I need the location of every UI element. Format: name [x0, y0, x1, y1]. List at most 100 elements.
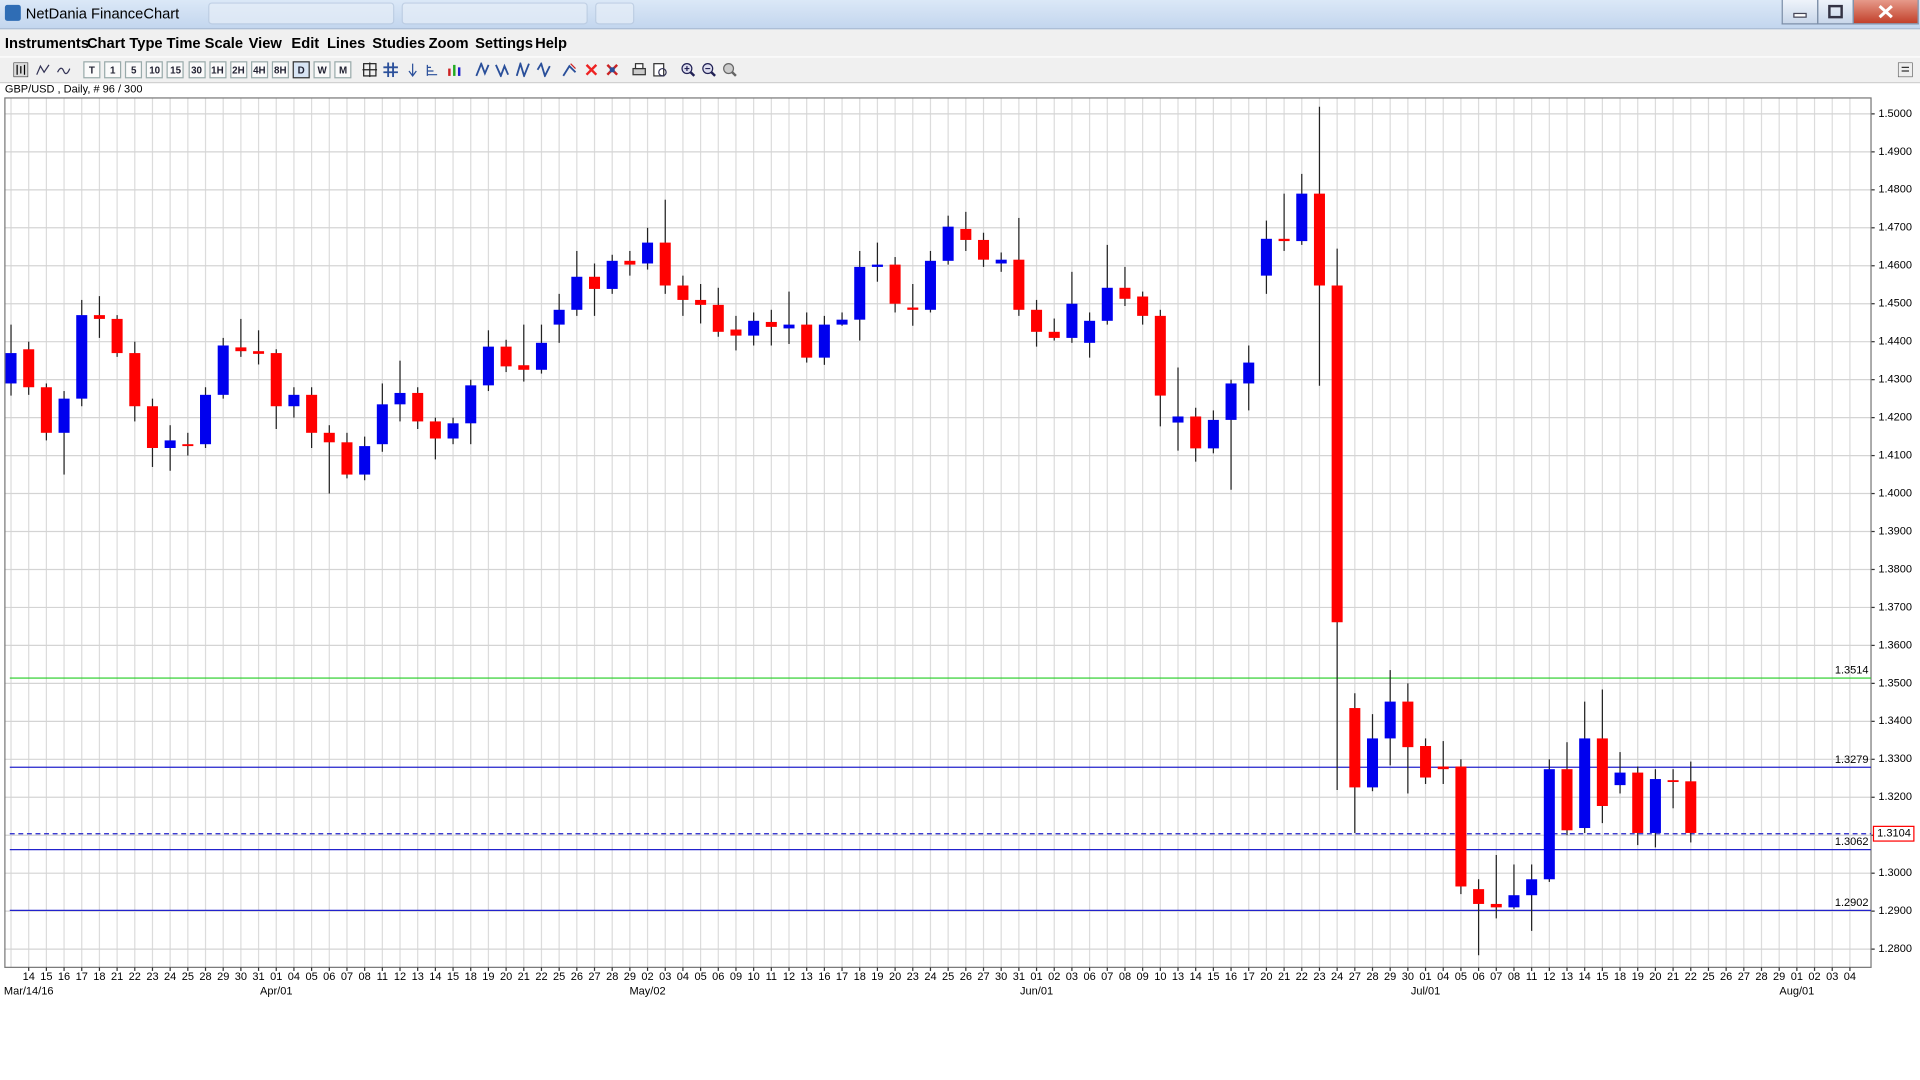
x-tick-label: 21: [1278, 971, 1290, 983]
browser-tab[interactable]: [595, 2, 635, 25]
timeframe-button[interactable]: T: [83, 61, 101, 79]
toolbar-icon[interactable]: [405, 62, 420, 77]
x-tick-label: 30: [995, 971, 1007, 983]
x-tick-label: 22: [1685, 971, 1697, 983]
x-tick-label: 28: [1366, 971, 1378, 983]
x-tick-label: 19: [482, 971, 494, 983]
timeframe-button[interactable]: M: [334, 61, 352, 79]
toolbar-icon[interactable]: [681, 62, 696, 77]
timeframe-button[interactable]: 1H: [208, 61, 227, 79]
candle-body: [712, 304, 724, 332]
menu-item[interactable]: Chart Type: [86, 34, 163, 52]
x-tick-label: 14: [429, 971, 441, 983]
y-tick-label: 1.3600: [1878, 639, 1912, 651]
menu-item[interactable]: Instruments: [4, 34, 90, 52]
menu-item[interactable]: Zoom: [428, 34, 469, 52]
timeframe-button[interactable]: 1: [104, 61, 122, 79]
timeframe-button[interactable]: 5: [125, 61, 143, 79]
timeframe-button[interactable]: 30: [187, 61, 206, 79]
y-tick-label: 1.4100: [1878, 449, 1912, 461]
timeframe-button[interactable]: 10: [146, 61, 164, 79]
candle-body: [1473, 889, 1485, 904]
toolbar-icon[interactable]: [515, 62, 531, 78]
timeframe-button[interactable]: 15: [167, 61, 185, 79]
x-tick-label: 03: [1066, 971, 1078, 983]
candle-body: [765, 321, 777, 327]
toolbar: T 1 5 10 15 30 1H 2H 4H 8H D W M: [0, 57, 1920, 84]
x-tick-label: 21: [111, 971, 123, 983]
toolbar-icon[interactable]: [1897, 62, 1913, 78]
toolbar-icon[interactable]: [425, 62, 440, 77]
toolbar-icon[interactable]: [536, 62, 551, 78]
browser-tab[interactable]: [208, 2, 395, 25]
toolbar-icon[interactable]: [447, 62, 462, 77]
x-tick-label: 12: [1543, 971, 1555, 983]
x-tick-label: 11: [377, 971, 388, 983]
candle-body: [1384, 701, 1396, 739]
x-tick-label: 07: [1490, 971, 1502, 983]
candle-body: [1048, 331, 1060, 338]
level-label: 1.3279: [1835, 754, 1869, 766]
x-tick-label: 01: [1419, 971, 1431, 983]
maximize-button[interactable]: [1817, 0, 1854, 25]
x-tick-label: 25: [182, 971, 194, 983]
x-tick-label: 07: [1101, 971, 1113, 983]
toolbar-icon[interactable]: [702, 62, 717, 77]
timeframe-button[interactable]: 2H: [229, 61, 247, 79]
toolbar-icon[interactable]: [562, 62, 577, 77]
toolbar-icon[interactable]: [383, 62, 398, 78]
toolbar-icon[interactable]: [56, 62, 71, 77]
x-tick-label: 01: [1030, 971, 1042, 983]
candle-body: [589, 276, 601, 289]
x-tick-label: 09: [1137, 971, 1149, 983]
month-label: Mar/14/16: [4, 986, 54, 998]
x-tick-label: 27: [588, 971, 600, 983]
timeframe-button[interactable]: 8H: [271, 61, 289, 79]
x-tick-label: 05: [1455, 971, 1467, 983]
toolbar-icon[interactable]: [36, 62, 51, 77]
browser-tab[interactable]: [401, 2, 588, 25]
candle-body: [412, 392, 424, 422]
timeframe-button[interactable]: 4H: [250, 61, 268, 79]
timeframe-button[interactable]: W: [313, 61, 331, 79]
candle-body: [748, 320, 760, 336]
candle-body: [341, 442, 353, 475]
menu-item[interactable]: Studies: [372, 34, 426, 52]
menu-item[interactable]: View: [248, 34, 282, 52]
toolbar-icon[interactable]: [13, 62, 29, 78]
toolbar-icon[interactable]: [475, 62, 490, 77]
chart: GBP/USD , Daily, # 96 / 300 1.2800 1.2900…: [0, 83, 1920, 1005]
candle-body: [1296, 193, 1308, 242]
candle-body: [1632, 772, 1644, 833]
candle-body: [659, 242, 671, 286]
minimize-button[interactable]: [1781, 0, 1819, 25]
toolbar-icon[interactable]: [584, 62, 599, 77]
timeframe-button[interactable]: D: [292, 61, 310, 79]
toolbar-icon[interactable]: [495, 62, 510, 78]
menu-item[interactable]: Edit: [291, 34, 320, 52]
x-tick-label: 12: [394, 971, 406, 983]
toolbar-icon[interactable]: [605, 62, 620, 77]
x-tick-label: 10: [748, 971, 760, 983]
close-button[interactable]: [1852, 0, 1919, 25]
window-title: NetDania FinanceChart: [25, 4, 180, 23]
menu-item[interactable]: Time Scale: [166, 34, 244, 52]
menu-item[interactable]: Help: [535, 34, 567, 52]
y-tick-label: 1.4500: [1878, 298, 1912, 310]
candle-body: [394, 392, 406, 405]
menu-item[interactable]: Lines: [326, 34, 366, 52]
candle-body: [836, 319, 848, 325]
x-tick-label: 02: [641, 971, 653, 983]
candle-body: [482, 346, 494, 386]
month-label: Jul/01: [1411, 986, 1440, 998]
toolbar-icon[interactable]: [653, 62, 668, 77]
x-tick-label: 20: [500, 971, 512, 983]
candle-body: [76, 315, 88, 399]
toolbar-icon[interactable]: [722, 62, 737, 77]
toolbar-icon[interactable]: [632, 62, 647, 77]
x-tick-label: 25: [942, 971, 954, 983]
menu-item[interactable]: Settings: [475, 34, 534, 52]
candle-body: [500, 346, 512, 367]
x-tick-label: 06: [323, 971, 335, 983]
toolbar-icon[interactable]: [362, 62, 378, 78]
